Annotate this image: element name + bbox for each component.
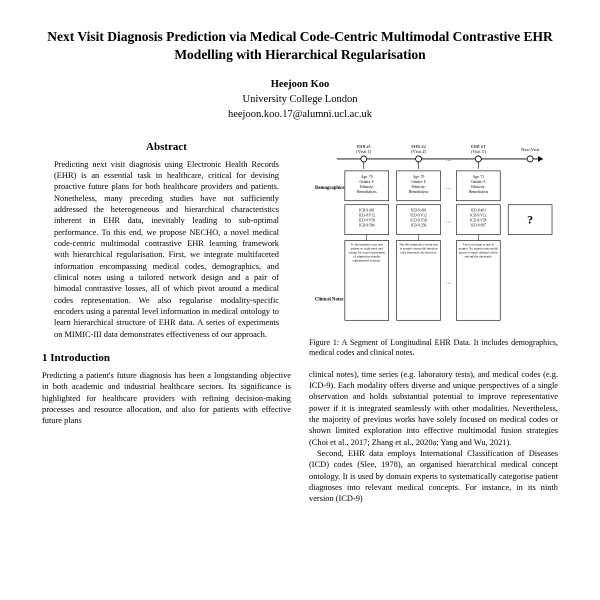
left-column: Abstract Predicting next visit diagnosis… — [42, 141, 291, 505]
right-p2: Second, EHR data employs International C… — [309, 448, 558, 505]
two-column-layout: Abstract Predicting next visit diagnosis… — [42, 141, 558, 505]
svg-text:…: … — [445, 156, 451, 162]
svg-text:…: … — [445, 218, 451, 224]
right-p1: clinical notes), time series (e.g. labor… — [309, 369, 558, 448]
svg-text:(Visit 1): (Visit 1) — [356, 148, 371, 153]
svg-text:Next Visit: Next Visit — [521, 146, 540, 151]
author-block: Heejoon Koo University College London he… — [42, 78, 558, 122]
svg-text:Ethnicity:: Ethnicity: — [411, 184, 425, 188]
section-1-heading: 1 Introduction — [42, 352, 291, 364]
author-email: heejoon.koo.17@alumni.ucl.ac.uk — [42, 108, 558, 123]
svg-text:Age: 70: Age: 70 — [413, 174, 425, 178]
svg-text:Hemodialysis: Hemodialysis — [357, 189, 377, 193]
section-1-body: Predicting a patient's future diagnosis … — [42, 370, 291, 427]
svg-text:…: … — [445, 279, 451, 285]
svg-text:ICD-9:250: ICD-9:250 — [411, 223, 427, 227]
svg-text:ICD-9:401: ICD-9:401 — [471, 208, 487, 212]
paper-page: Next Visit Diagnosis Prediction via Medi… — [0, 0, 600, 505]
svg-text:(Visit 2): (Visit 2) — [411, 148, 426, 153]
svg-text:Ethnicity:: Ethnicity: — [360, 184, 374, 188]
svg-text:ICD-9:V12: ICD-9:V12 — [470, 213, 487, 217]
author-affiliation: University College London — [42, 93, 558, 108]
svg-text:Age: 71: Age: 71 — [473, 174, 485, 178]
svg-text:(Visit T): (Visit T) — [471, 148, 487, 153]
svg-text:Ethnicity:: Ethnicity: — [471, 184, 485, 188]
abstract-body: Predicting next visit diagnosis using El… — [42, 159, 291, 341]
svg-text:Gender: F: Gender: F — [411, 179, 425, 183]
section-1-p1: Predicting a patient's future diagnosis … — [42, 370, 291, 427]
svg-text:ICD-9:V58: ICD-9:V58 — [470, 218, 487, 222]
svg-text:Clinical Notes: Clinical Notes — [315, 297, 344, 302]
author-name: Heejoon Koo — [42, 78, 558, 93]
svg-text:Hemodialysis: Hemodialysis — [468, 189, 488, 193]
svg-text:Gender: F: Gender: F — [360, 179, 374, 183]
figure-1-caption: Figure 1: A Segment of Longitudinal EHR … — [309, 338, 558, 359]
svg-text:ICD-9:401: ICD-9:401 — [359, 208, 375, 212]
svg-text:ICD-9:V58: ICD-9:V58 — [410, 218, 427, 222]
right-body-text: clinical notes), time series (e.g. labor… — [309, 369, 558, 505]
figure-1: … EHR #1 (Visit 1) EHR #2 (Visit 2) EHR … — [309, 141, 558, 330]
abstract-heading: Abstract — [42, 141, 291, 153]
svg-text:ICD-9:997: ICD-9:997 — [471, 223, 487, 227]
figure-1-svg: … EHR #1 (Visit 1) EHR #2 (Visit 2) EHR … — [309, 141, 558, 330]
svg-text:ICD-9:V58: ICD-9:V58 — [359, 218, 376, 222]
right-column: … EHR #1 (Visit 1) EHR #2 (Visit 2) EHR … — [309, 141, 558, 505]
svg-text:ICD-9:V12: ICD-9:V12 — [410, 213, 427, 217]
paper-title: Next Visit Diagnosis Prediction via Medi… — [42, 28, 558, 64]
svg-text:ICD-9:401: ICD-9:401 — [411, 208, 427, 212]
svg-text:ICD-9:V12: ICD-9:V12 — [359, 213, 376, 217]
svg-text:Demographics: Demographics — [315, 185, 345, 190]
svg-text:Hemodialysis: Hemodialysis — [409, 189, 429, 193]
svg-text:ICD-9:584: ICD-9:584 — [359, 223, 375, 227]
svg-text:…: … — [445, 184, 451, 190]
svg-text:?: ? — [527, 212, 533, 226]
svg-text:Age: 70: Age: 70 — [361, 174, 373, 178]
svg-text:Gender: F: Gender: F — [471, 179, 485, 183]
